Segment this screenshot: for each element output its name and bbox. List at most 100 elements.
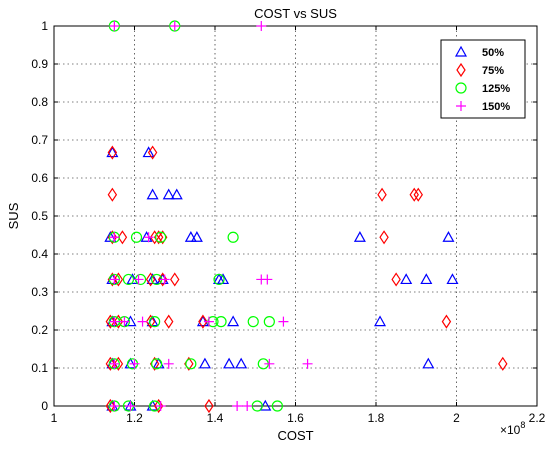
data-point <box>217 273 230 285</box>
data-point <box>153 398 164 414</box>
data-point <box>198 357 211 369</box>
data-point <box>125 401 136 411</box>
data-point <box>278 316 289 327</box>
x-axis-label: COST <box>277 428 313 443</box>
x-tick-label: 1.2 <box>126 411 143 425</box>
x-tick-label: 2 <box>453 411 460 425</box>
data-point <box>155 231 167 243</box>
data-point <box>223 357 236 369</box>
data-point <box>130 231 143 243</box>
axis-ticks: 1 1.2 1.4 1.6 1.8 2 2.2 0 0.1 0.2 0.3 0.4 0.5 0.6 0.7 0… <box>31 19 545 425</box>
data-point <box>204 398 214 414</box>
data-point <box>106 146 119 158</box>
legend-label: 50% <box>482 47 504 59</box>
legend-item: 75% <box>456 62 504 78</box>
data-point <box>151 358 163 370</box>
data-point <box>145 314 156 329</box>
data-point <box>147 145 158 160</box>
y-tick-label: 0.4 <box>31 247 48 261</box>
data-point <box>107 187 118 202</box>
chart-title: COST vs SUS <box>254 6 337 21</box>
y-tick-label: 0.8 <box>31 95 48 109</box>
data-point <box>247 316 259 328</box>
legend-marker <box>456 62 466 78</box>
data-point <box>109 358 120 369</box>
data-point <box>185 358 197 370</box>
data-point <box>105 356 116 371</box>
legend: 50% 75% 125% 150% <box>440 39 526 119</box>
data-point <box>119 316 130 327</box>
data-point <box>113 314 124 329</box>
data-point <box>498 356 508 371</box>
data-point <box>215 316 227 328</box>
data-point <box>235 357 248 369</box>
data-point <box>190 231 203 242</box>
data-point <box>113 272 124 287</box>
x-tick-label: 1.8 <box>368 411 385 425</box>
y-tick-label: 0.9 <box>31 57 48 71</box>
data-point <box>409 187 419 202</box>
x-axis-multiplier-exponent: 8 <box>520 420 525 430</box>
legend-marker <box>456 101 466 111</box>
legend-item: 50% <box>454 45 504 59</box>
data-point <box>122 273 135 286</box>
data-point <box>184 231 197 242</box>
data-point <box>442 231 455 242</box>
y-tick-label: 0 <box>41 399 48 413</box>
data-point <box>157 272 168 287</box>
data-point <box>109 232 120 243</box>
data-point <box>169 21 180 31</box>
data-point <box>143 232 154 243</box>
data-point <box>113 356 124 371</box>
data-point <box>105 314 116 329</box>
data-point <box>262 274 273 285</box>
data-point <box>109 401 120 411</box>
y-tick-label: 0.2 <box>31 323 48 337</box>
data-point <box>353 231 366 242</box>
data-point <box>155 401 166 411</box>
x-axis-multiplier-base: ×10 <box>500 423 521 437</box>
data-point <box>213 273 225 286</box>
data-point <box>163 314 174 329</box>
data-point <box>251 400 263 412</box>
data-point <box>302 358 313 369</box>
x-tick-label: 1.4 <box>207 411 224 425</box>
series-plus <box>109 21 313 411</box>
legend-label: 125% <box>482 83 510 95</box>
data-points <box>104 20 508 414</box>
legend-label: 75% <box>482 65 504 77</box>
data-point <box>146 188 159 200</box>
data-point <box>400 273 413 285</box>
y-tick-label: 0.1 <box>31 361 48 375</box>
data-point <box>420 273 433 285</box>
data-point <box>170 188 183 200</box>
y-tick-label: 0.7 <box>31 133 48 147</box>
data-point <box>256 21 267 31</box>
data-point <box>441 314 452 329</box>
legend-item: 150% <box>456 101 510 113</box>
data-point <box>142 146 155 158</box>
data-point <box>264 358 275 369</box>
data-point <box>203 316 214 327</box>
x-tick-label: 1 <box>51 411 58 425</box>
legend-label: 150% <box>482 101 510 113</box>
data-point <box>271 400 283 412</box>
data-point <box>137 316 148 327</box>
data-point <box>105 398 116 414</box>
data-point <box>377 187 387 202</box>
y-tick-label: 1 <box>41 19 48 33</box>
data-point <box>227 315 240 327</box>
data-point <box>149 316 161 328</box>
x-tick-label: 2.2 <box>529 411 546 425</box>
x-axis-multiplier: ×108 <box>500 420 525 437</box>
data-point <box>129 358 140 369</box>
data-point <box>107 145 118 160</box>
data-point <box>198 314 208 329</box>
data-point <box>374 315 387 327</box>
legend-box <box>440 39 526 119</box>
data-point <box>263 316 275 328</box>
data-point <box>227 231 239 243</box>
data-point <box>117 230 128 245</box>
y-axis-label: SUS <box>6 202 21 229</box>
